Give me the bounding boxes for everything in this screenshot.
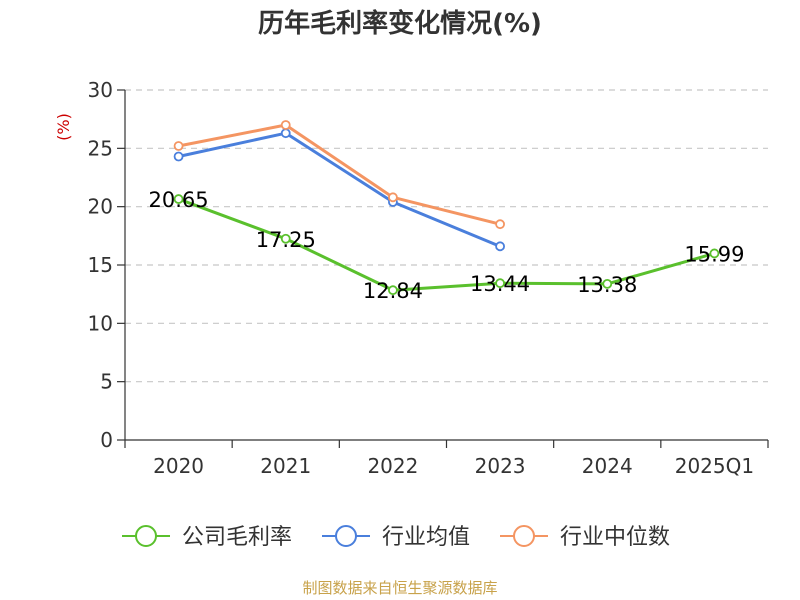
data-point <box>280 128 291 139</box>
data-point <box>709 248 720 259</box>
legend-label: 行业均值 <box>382 525 470 550</box>
data-point <box>388 285 398 296</box>
axes: 0 5 10 15 20 25 30 2020 2021 2022 2023 2024 2025Q1 <box>88 78 769 478</box>
y-tick-label: 10 <box>88 311 113 335</box>
x-tick-label: 2021 <box>260 454 311 478</box>
data-point <box>173 151 184 162</box>
data-point <box>280 233 291 244</box>
legend-label: 公司毛利率 <box>182 525 292 550</box>
legend: 公司毛利率 行业均值 行业中位数 <box>122 525 670 550</box>
series-0: 20.65 17.25 12.84 13.44 13.38 15.99 <box>149 188 745 303</box>
data-point <box>173 194 184 204</box>
source-note: 制图数据来自恒生聚源数据库 <box>302 579 497 597</box>
series-line <box>178 197 715 292</box>
data-point <box>495 241 505 252</box>
x-tick-label: 2025Q1 <box>675 454 754 478</box>
x-tick-label: 2020 <box>153 454 204 478</box>
legend-marker <box>335 525 357 547</box>
y-tick-label: 25 <box>88 136 113 160</box>
data-label: 13.44 <box>470 272 530 296</box>
legend-label: 行业中位数 <box>560 525 670 550</box>
legend-marker <box>513 525 535 547</box>
y-tick-label: 30 <box>88 78 113 102</box>
series-2 <box>173 120 505 230</box>
data-label: 12.84 <box>363 279 423 303</box>
data-label: 13.38 <box>577 273 637 297</box>
data-point <box>388 192 398 203</box>
data-point <box>602 278 613 289</box>
y-tick-label: 15 <box>88 253 113 277</box>
series-group: 20.65 17.25 12.84 13.44 13.38 15.99 <box>149 120 745 303</box>
legend-item-2: 行业中位数 <box>500 525 670 550</box>
legend-marker <box>135 525 157 547</box>
x-tick-label: 2022 <box>367 454 418 478</box>
data-point <box>495 278 505 289</box>
chart-title: 历年毛利率变化情况(%) <box>258 8 542 39</box>
grid <box>125 89 768 383</box>
data-label: 17.25 <box>256 228 316 252</box>
data-point <box>495 219 505 230</box>
x-tick-label: 2024 <box>582 454 633 478</box>
y-tick-label: 20 <box>88 195 113 219</box>
legend-item-0: 公司毛利率 <box>122 525 292 550</box>
legend-item-1: 行业均值 <box>322 525 470 550</box>
y-tick-label: 0 <box>100 428 113 452</box>
data-label: 15.99 <box>684 242 744 266</box>
y-tick-label: 5 <box>100 370 113 394</box>
series-line <box>178 131 501 248</box>
data-label: 20.65 <box>149 188 209 212</box>
series-1 <box>173 128 505 252</box>
series-line <box>178 123 501 226</box>
data-point <box>280 120 291 130</box>
data-point <box>173 141 184 151</box>
y-axis-label: (%) <box>54 113 73 141</box>
x-tick-label: 2023 <box>475 454 526 478</box>
